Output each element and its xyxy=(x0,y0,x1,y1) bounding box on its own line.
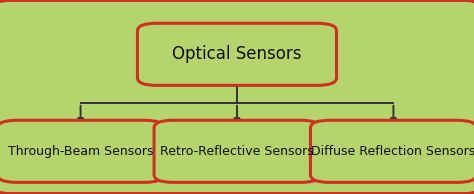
FancyBboxPatch shape xyxy=(137,23,337,85)
FancyBboxPatch shape xyxy=(154,120,320,182)
Text: Optical Sensors: Optical Sensors xyxy=(172,45,302,63)
FancyBboxPatch shape xyxy=(310,120,474,182)
Text: Through-Beam Sensors: Through-Beam Sensors xyxy=(8,145,153,158)
FancyBboxPatch shape xyxy=(0,120,164,182)
Text: Diffuse Reflection Sensors: Diffuse Reflection Sensors xyxy=(311,145,474,158)
Text: Retro-Reflective Sensors: Retro-Reflective Sensors xyxy=(160,145,314,158)
